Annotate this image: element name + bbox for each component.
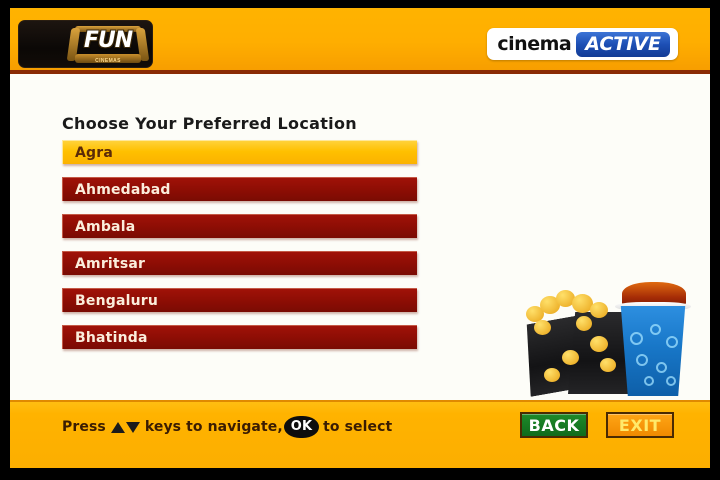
popcorn-kernel-icon [556,290,575,307]
cup-bubble-icon [650,324,661,335]
list-item[interactable]: Bhatinda [62,325,417,349]
popcorn-kernel-icon [526,306,544,322]
location-list[interactable]: Agra Ahmedabad Ambala Amritsar Bengaluru… [62,140,417,362]
fun-cinemas-logo: FUN CINEMAS [18,20,153,68]
popcorn-kernel-icon [534,320,551,335]
list-item[interactable]: Agra [62,140,417,164]
header-bar: FUN CINEMAS cinema ACTIVE [10,8,710,74]
arrow-down-icon [125,421,140,433]
popcorn-kernel-icon [572,294,593,313]
list-item[interactable]: Amritsar [62,251,417,275]
footer-bar: Press keys to navigate, OK to select BAC… [10,400,710,468]
list-item[interactable]: Ambala [62,214,417,238]
fun-logo-subtitle: CINEMAS [95,58,121,64]
list-item[interactable]: Bengaluru [62,288,417,312]
cinema-active-word: cinema [497,32,572,55]
popcorn-kernel-icon [576,316,592,331]
list-item-label: Ahmedabad [75,181,171,198]
cinema-active-badge: ACTIVE [576,31,670,57]
ok-key-badge: OK [283,416,320,438]
navigation-hint: Press keys to navigate, OK to select [62,416,392,438]
popcorn-kernel-icon [540,296,560,314]
popcorn-and-drink-image [510,276,700,400]
cup-bubble-icon [656,362,667,373]
fun-logo-mark: FUN CINEMAS [66,25,150,65]
arrow-keys-icon [110,421,140,433]
cup-bubble-icon [666,376,676,386]
cup-bubble-icon [630,332,643,345]
list-item-label: Ambala [75,218,136,235]
popcorn-kernel-icon [562,350,579,365]
list-item-label: Amritsar [75,255,146,272]
list-item[interactable]: Ahmedabad [62,177,417,201]
list-item-label: Agra [75,144,114,161]
list-item-label: Bhatinda [75,329,148,346]
cup-bubble-icon [666,336,678,348]
back-button[interactable]: BACK [520,412,588,438]
hint-middle: keys to navigate, [144,419,283,435]
hint-prefix: Press [62,419,106,435]
fun-logo-word: FUN [83,28,133,53]
arrow-up-icon [110,421,125,433]
exit-button[interactable]: EXIT [606,412,674,438]
hint-suffix: to select [323,419,393,435]
logo-ornament-top [75,26,141,32]
cinema-active-logo: cinema ACTIVE [487,28,678,60]
cup-bubble-icon [636,354,648,366]
popcorn-kernel-icon [600,358,616,372]
cup-bubble-icon [644,376,654,386]
popcorn-kernel-icon [590,302,608,318]
popcorn-kernel-icon [590,336,608,352]
content-area: Choose Your Preferred Location Agra Ahme… [10,78,710,421]
page-title: Choose Your Preferred Location [62,114,357,133]
app-frame: FUN CINEMAS cinema ACTIVE Choose Your Pr… [10,8,710,468]
logo-ornament-bottom [75,54,141,63]
list-item-label: Bengaluru [75,292,159,309]
popcorn-kernel-icon [544,368,560,382]
